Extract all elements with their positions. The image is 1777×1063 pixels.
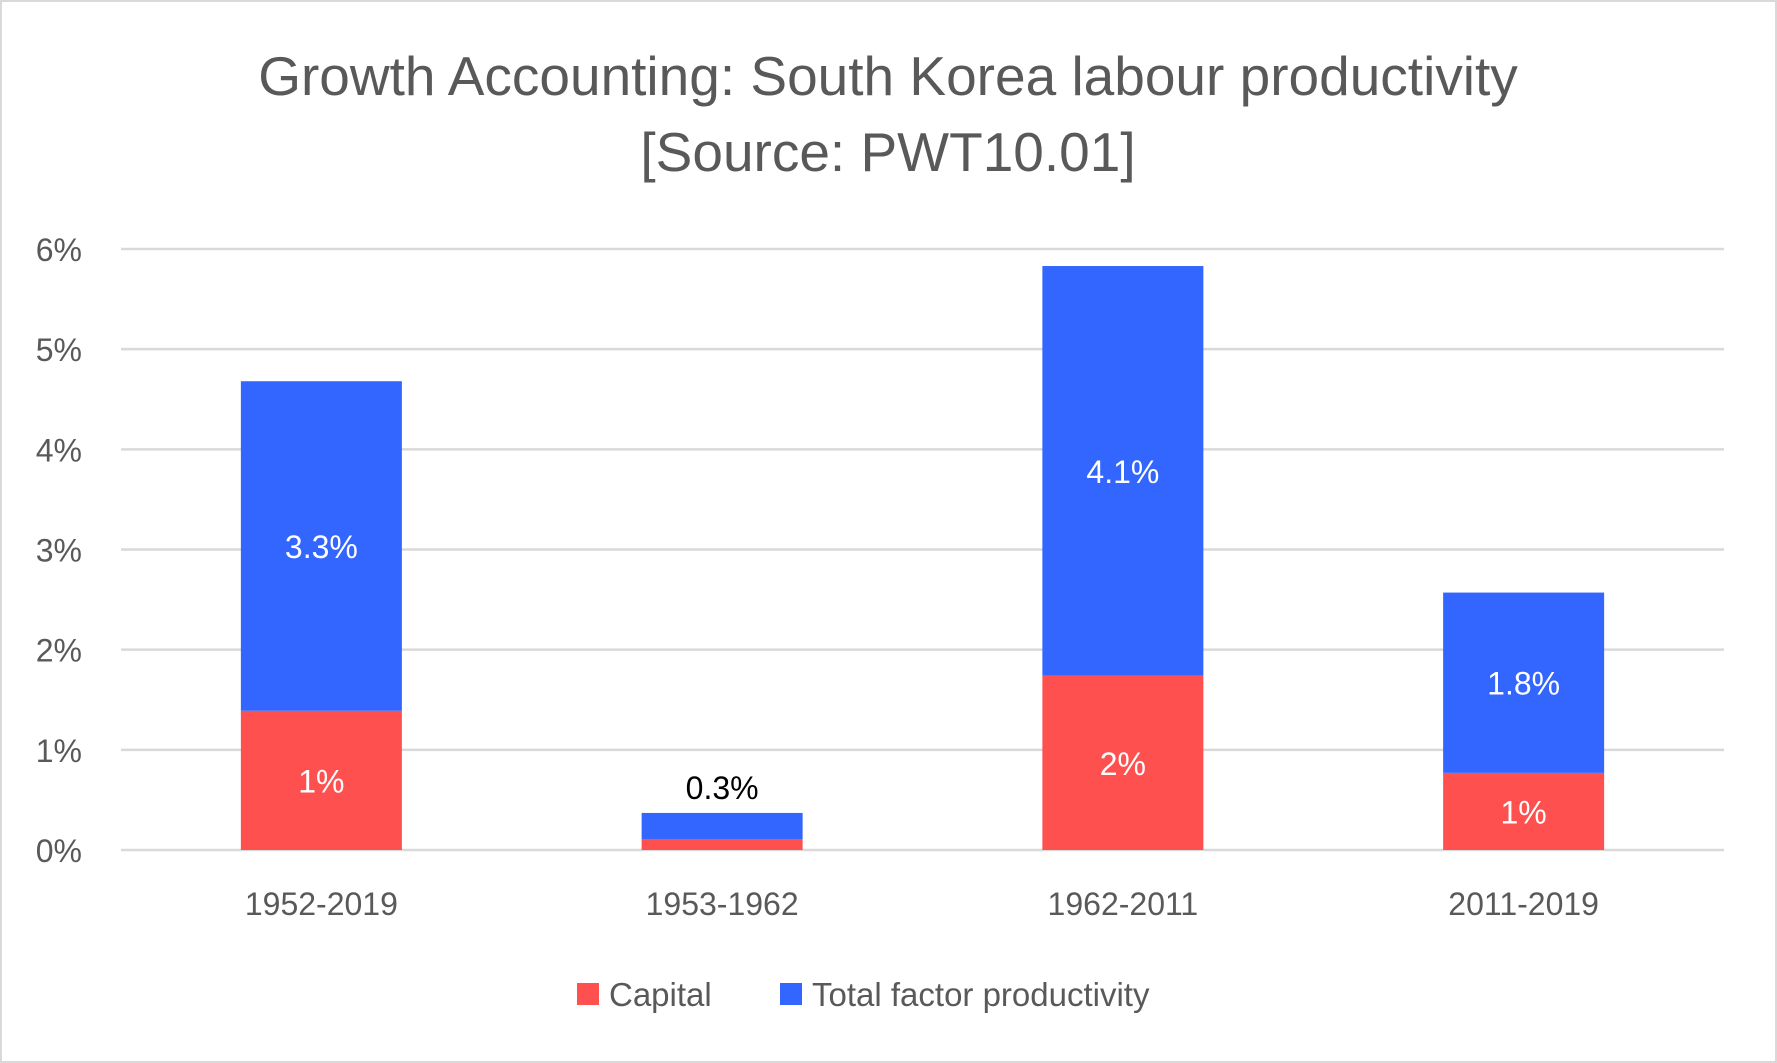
y-tick-label: 6% — [36, 232, 82, 268]
data-label: 2% — [1100, 746, 1146, 782]
chart-subtitle: [Source: PWT10.01] — [640, 121, 1135, 183]
bar-total-factor-productivity — [1042, 266, 1204, 676]
data-label: 0.3% — [686, 770, 759, 806]
data-label: 1% — [1501, 794, 1547, 830]
legend-swatch — [780, 983, 802, 1005]
y-tick-label: 1% — [36, 733, 82, 769]
data-label: 4.1% — [1086, 454, 1159, 490]
y-tick-label: 2% — [36, 633, 82, 669]
x-tick-label: 1953-1962 — [646, 886, 799, 922]
x-tick-label: 1952-2019 — [245, 886, 398, 922]
bar-capital — [1042, 675, 1204, 850]
y-tick-label: 0% — [36, 833, 82, 869]
y-tick-label: 3% — [36, 533, 82, 569]
data-label: 3.3% — [285, 529, 358, 565]
data-label: 1% — [298, 763, 344, 799]
bar-total-factor-productivity — [240, 381, 402, 711]
legend-label: Capital — [609, 976, 712, 1013]
data-label: 1.8% — [1487, 666, 1560, 702]
chart-title: Growth Accounting: South Korea labour pr… — [258, 45, 1518, 107]
bar-capital — [641, 838, 803, 850]
bar-capital — [1443, 772, 1605, 850]
x-tick-label: 1962-2011 — [1048, 886, 1199, 922]
y-tick-label: 5% — [36, 332, 82, 368]
bar-total-factor-productivity — [641, 812, 803, 839]
y-tick-label: 4% — [36, 432, 82, 468]
legend-swatch — [577, 983, 599, 1005]
bar-capital — [240, 710, 402, 850]
bar-total-factor-productivity — [1443, 592, 1605, 773]
legend-label: Total factor productivity — [812, 976, 1150, 1013]
x-tick-label: 2011-2019 — [1448, 886, 1599, 922]
